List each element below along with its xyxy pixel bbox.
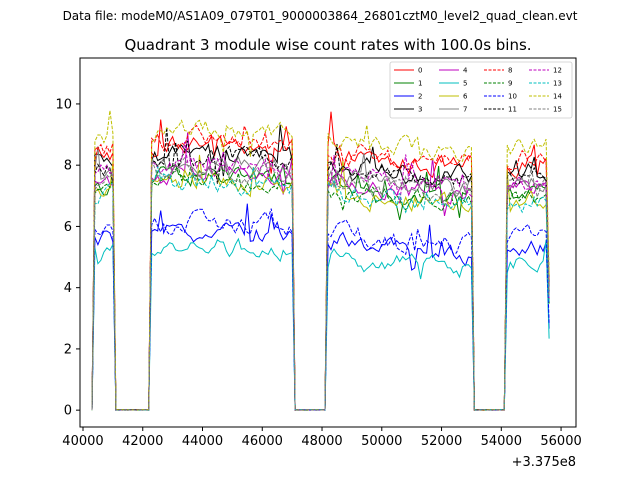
legend-label: 6: [463, 93, 468, 101]
legend-entry-4: 4: [439, 67, 468, 75]
x-axis: 40000 42000 44000 46000 48000 50000 52000 54000…: [62, 427, 582, 449]
legend-label: 5: [463, 80, 467, 88]
x-tick-label: 44000: [182, 434, 223, 449]
legend-entry-3: 3: [394, 106, 422, 114]
x-tick-52000: 52000: [421, 427, 462, 449]
x-tick-label: 40000: [62, 434, 103, 449]
x-tick-label: 48000: [301, 434, 342, 449]
x-offset-label: +3.375e8: [512, 455, 576, 470]
x-tick-46000: 46000: [242, 427, 283, 449]
y-tick-4: 4: [64, 281, 80, 296]
legend-label: 4: [463, 67, 468, 75]
x-tick-label: 42000: [122, 434, 163, 449]
y-tick-label: 6: [64, 220, 72, 235]
legend-label: 10: [508, 93, 517, 101]
axes-frame: [79, 57, 577, 428]
legend-box: [389, 61, 573, 119]
x-tick-54000: 54000: [481, 427, 522, 449]
legend-entry-1: 1: [394, 80, 422, 88]
legend-label: 13: [553, 80, 562, 88]
x-tick-40000: 40000: [62, 427, 104, 449]
legend-label: 15: [553, 106, 562, 114]
chart-title: Quadrant 3 module wise count rates with …: [124, 36, 531, 54]
y-tick-8: 8: [64, 159, 80, 174]
legend-label: 12: [553, 67, 562, 75]
legend-label: 14: [553, 93, 562, 101]
y-tick-label: 0: [64, 404, 72, 419]
x-tick-label: 46000: [242, 434, 283, 449]
legend-entry-12: 12: [529, 67, 562, 75]
y-tick-label: 2: [64, 342, 72, 357]
legend-label: 0: [418, 67, 422, 75]
legend-entry-9: 9: [484, 80, 512, 88]
y-tick-label: 8: [64, 159, 72, 174]
x-tick-56000: 56000: [540, 427, 582, 449]
plot-area: [91, 110, 550, 411]
x-tick-48000: 48000: [301, 427, 343, 449]
y-tick-0: 0: [64, 404, 80, 419]
x-tick-label: 54000: [481, 434, 522, 449]
legend-label: 9: [508, 80, 512, 88]
y-tick-label: 4: [64, 281, 72, 296]
legend-entry-13: 13: [529, 80, 562, 88]
y-axis: 0 2 4 6 8 10: [55, 97, 80, 419]
x-tick-44000: 44000: [182, 427, 223, 449]
legend-entry-14: 14: [529, 93, 562, 101]
legend-label: 8: [508, 67, 512, 75]
x-tick-label: 52000: [421, 434, 462, 449]
legend-label: 3: [418, 106, 422, 114]
series-line-15: [91, 156, 550, 411]
x-tick-label: 56000: [540, 434, 581, 449]
legend-entry-2: 2: [394, 93, 422, 101]
y-tick-label: 10: [55, 97, 72, 112]
y-tick-10: 10: [55, 97, 80, 112]
legend-entry-7: 7: [439, 106, 467, 114]
legend-entry-10: 10: [484, 93, 517, 101]
legend-label: 11: [508, 106, 517, 114]
x-tick-50000: 50000: [361, 427, 402, 449]
legend-entry-0: 0: [394, 67, 422, 75]
legend-entry-6: 6: [439, 93, 468, 101]
legend-entry-8: 8: [484, 67, 512, 75]
y-tick-6: 6: [64, 220, 80, 235]
chart-suptitle: Data file: modeM0/AS1A09_079T01_90000038…: [63, 9, 578, 23]
y-tick-2: 2: [64, 342, 80, 357]
x-tick-42000: 42000: [122, 427, 163, 449]
legend-label: 2: [418, 93, 422, 101]
legend-label: 1: [418, 80, 422, 88]
legend-entry-5: 5: [439, 80, 467, 88]
legend-entry-15: 15: [529, 106, 562, 114]
legend-entry-11: 11: [484, 106, 517, 114]
legend-label: 7: [463, 106, 467, 114]
x-tick-label: 50000: [361, 434, 402, 449]
